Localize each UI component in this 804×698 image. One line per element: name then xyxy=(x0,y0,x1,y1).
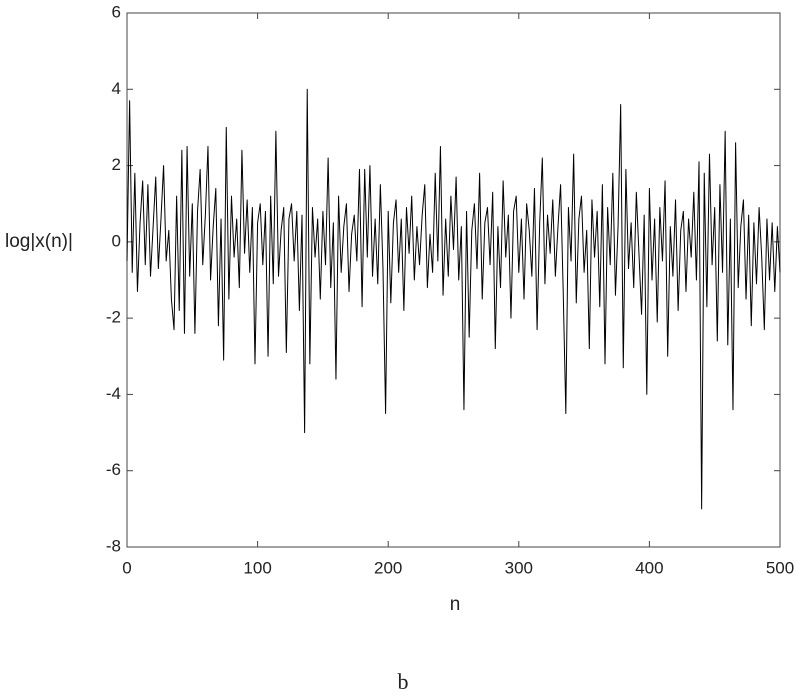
data-line xyxy=(126,88,781,510)
plot-frame xyxy=(126,12,781,548)
x-axis-label: n xyxy=(450,594,461,615)
y-tick-label: 2 xyxy=(112,155,121,174)
x-tick-label: 200 xyxy=(374,558,402,577)
y-tick-label: -2 xyxy=(106,308,121,327)
y-axis-label: log|x(n)| xyxy=(5,231,73,252)
x-tick-label: 400 xyxy=(635,558,663,577)
y-tick-label: 4 xyxy=(112,79,121,98)
x-tick-label: 300 xyxy=(505,558,533,577)
caption: b xyxy=(398,669,409,694)
y-tick-label: -4 xyxy=(106,384,121,403)
x-tick-label: 500 xyxy=(766,558,794,577)
y-tick-label: 6 xyxy=(112,2,121,21)
y-tick-label: -8 xyxy=(106,536,121,555)
x-tick-label: 0 xyxy=(122,558,131,577)
x-tick-label: 100 xyxy=(243,558,271,577)
y-tick-label: -6 xyxy=(106,460,121,479)
y-tick-label: 0 xyxy=(112,231,121,250)
